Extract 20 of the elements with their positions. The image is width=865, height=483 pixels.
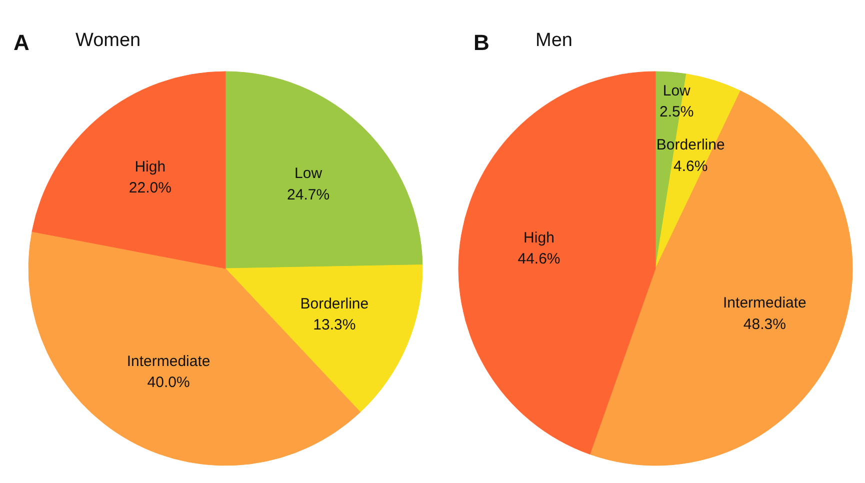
data-label: 24.7% [287, 186, 330, 204]
slice-label: Intermediate [723, 294, 806, 312]
data-label: 48.3% [743, 316, 786, 333]
slice-label: Low [294, 165, 322, 182]
chart-title: Men [536, 30, 572, 51]
data-label: 4.6% [674, 158, 708, 175]
chart-title: Women [76, 30, 141, 51]
slice-label: Low [662, 82, 691, 100]
text: B [474, 30, 490, 55]
slice-label: High [134, 158, 166, 176]
data-label: 2.5% [660, 104, 694, 121]
slice-label: Borderline [656, 136, 725, 154]
slice-label: Intermediate [126, 352, 210, 370]
data-label: 44.6% [518, 250, 560, 268]
slice-label: High [524, 229, 554, 246]
data-label: 40.0% [147, 374, 190, 392]
data-label: 13.3% [313, 316, 356, 334]
text: A [14, 30, 30, 55]
slice-label: Borderline [300, 295, 369, 312]
data-label: 22.0% [128, 180, 172, 197]
